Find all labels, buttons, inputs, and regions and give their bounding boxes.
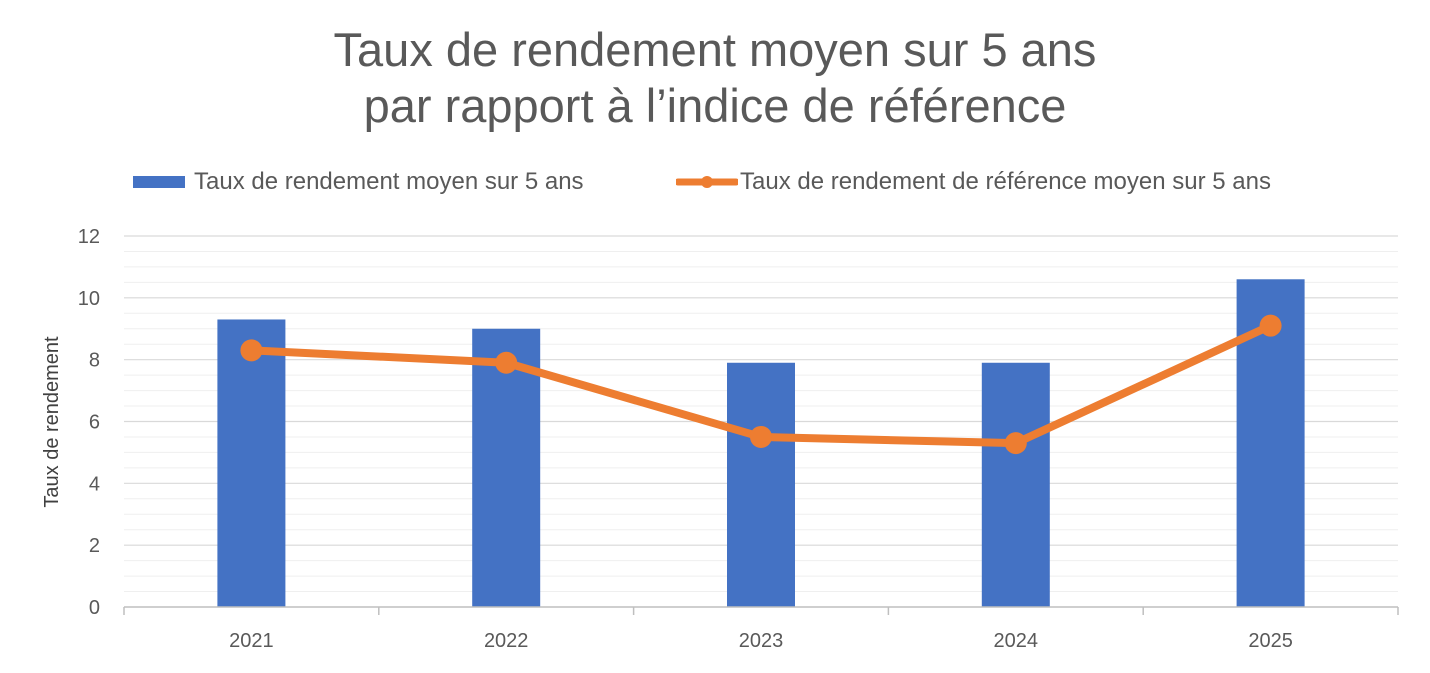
- bar-2024: [981, 362, 1050, 607]
- reference-point-2021: [240, 339, 263, 362]
- legend-item-bar-series[interactable]: Taux de rendement moyen sur 5 ans: [133, 167, 584, 197]
- bar-2022: [472, 328, 541, 607]
- axis-layer: [123, 606, 1399, 615]
- reference-point-2022: [495, 351, 518, 374]
- x-tick-label-2024: 2024: [994, 630, 1039, 652]
- bar-2023: [727, 362, 795, 607]
- legend-swatch-line: [676, 176, 738, 188]
- line-layer: [240, 314, 1282, 455]
- legend-swatch-bar: [133, 176, 185, 188]
- chart-legend: Taux de rendement moyen sur 5 ans Taux d…: [0, 167, 1430, 197]
- y-axis-title: Taux de rendement: [41, 336, 63, 508]
- y-tick-label: 4: [89, 473, 100, 495]
- bar-2021: [217, 319, 286, 607]
- reference-point-2025: [1259, 314, 1282, 337]
- y-tick-label: 6: [89, 412, 100, 434]
- legend-item-line-series[interactable]: Taux de rendement de référence moyen sur…: [676, 167, 1271, 197]
- label-layer: 0 2 4 6 8 10 12 2021 2022 2023 2024 2025: [78, 226, 1293, 652]
- bar-layer: [217, 279, 1305, 607]
- chart-title: Taux de rendement moyen sur 5 ans par ra…: [0, 22, 1430, 134]
- x-tick-label-2021: 2021: [229, 630, 274, 652]
- y-tick-label: 0: [89, 597, 100, 619]
- y-tick-label: 12: [78, 226, 100, 248]
- y-tick-label: 10: [78, 288, 100, 310]
- legend-label-line-series: Taux de rendement de référence moyen sur…: [740, 168, 1271, 195]
- reference-point-2023: [750, 425, 772, 448]
- x-tick-label-2025: 2025: [1248, 630, 1293, 652]
- y-tick-label: 2: [89, 535, 100, 557]
- y-tick-label: 8: [89, 350, 100, 372]
- chart-title-line-1: Taux de rendement moyen sur 5 ans: [333, 23, 1097, 76]
- legend-label-bar-series: Taux de rendement moyen sur 5 ans: [194, 168, 584, 195]
- chart-title-line-2: par rapport à l’indice de référence: [363, 79, 1067, 132]
- x-tick-label-2023: 2023: [739, 630, 784, 652]
- reference-point-2024: [1004, 432, 1027, 455]
- x-tick-label-2022: 2022: [484, 630, 529, 652]
